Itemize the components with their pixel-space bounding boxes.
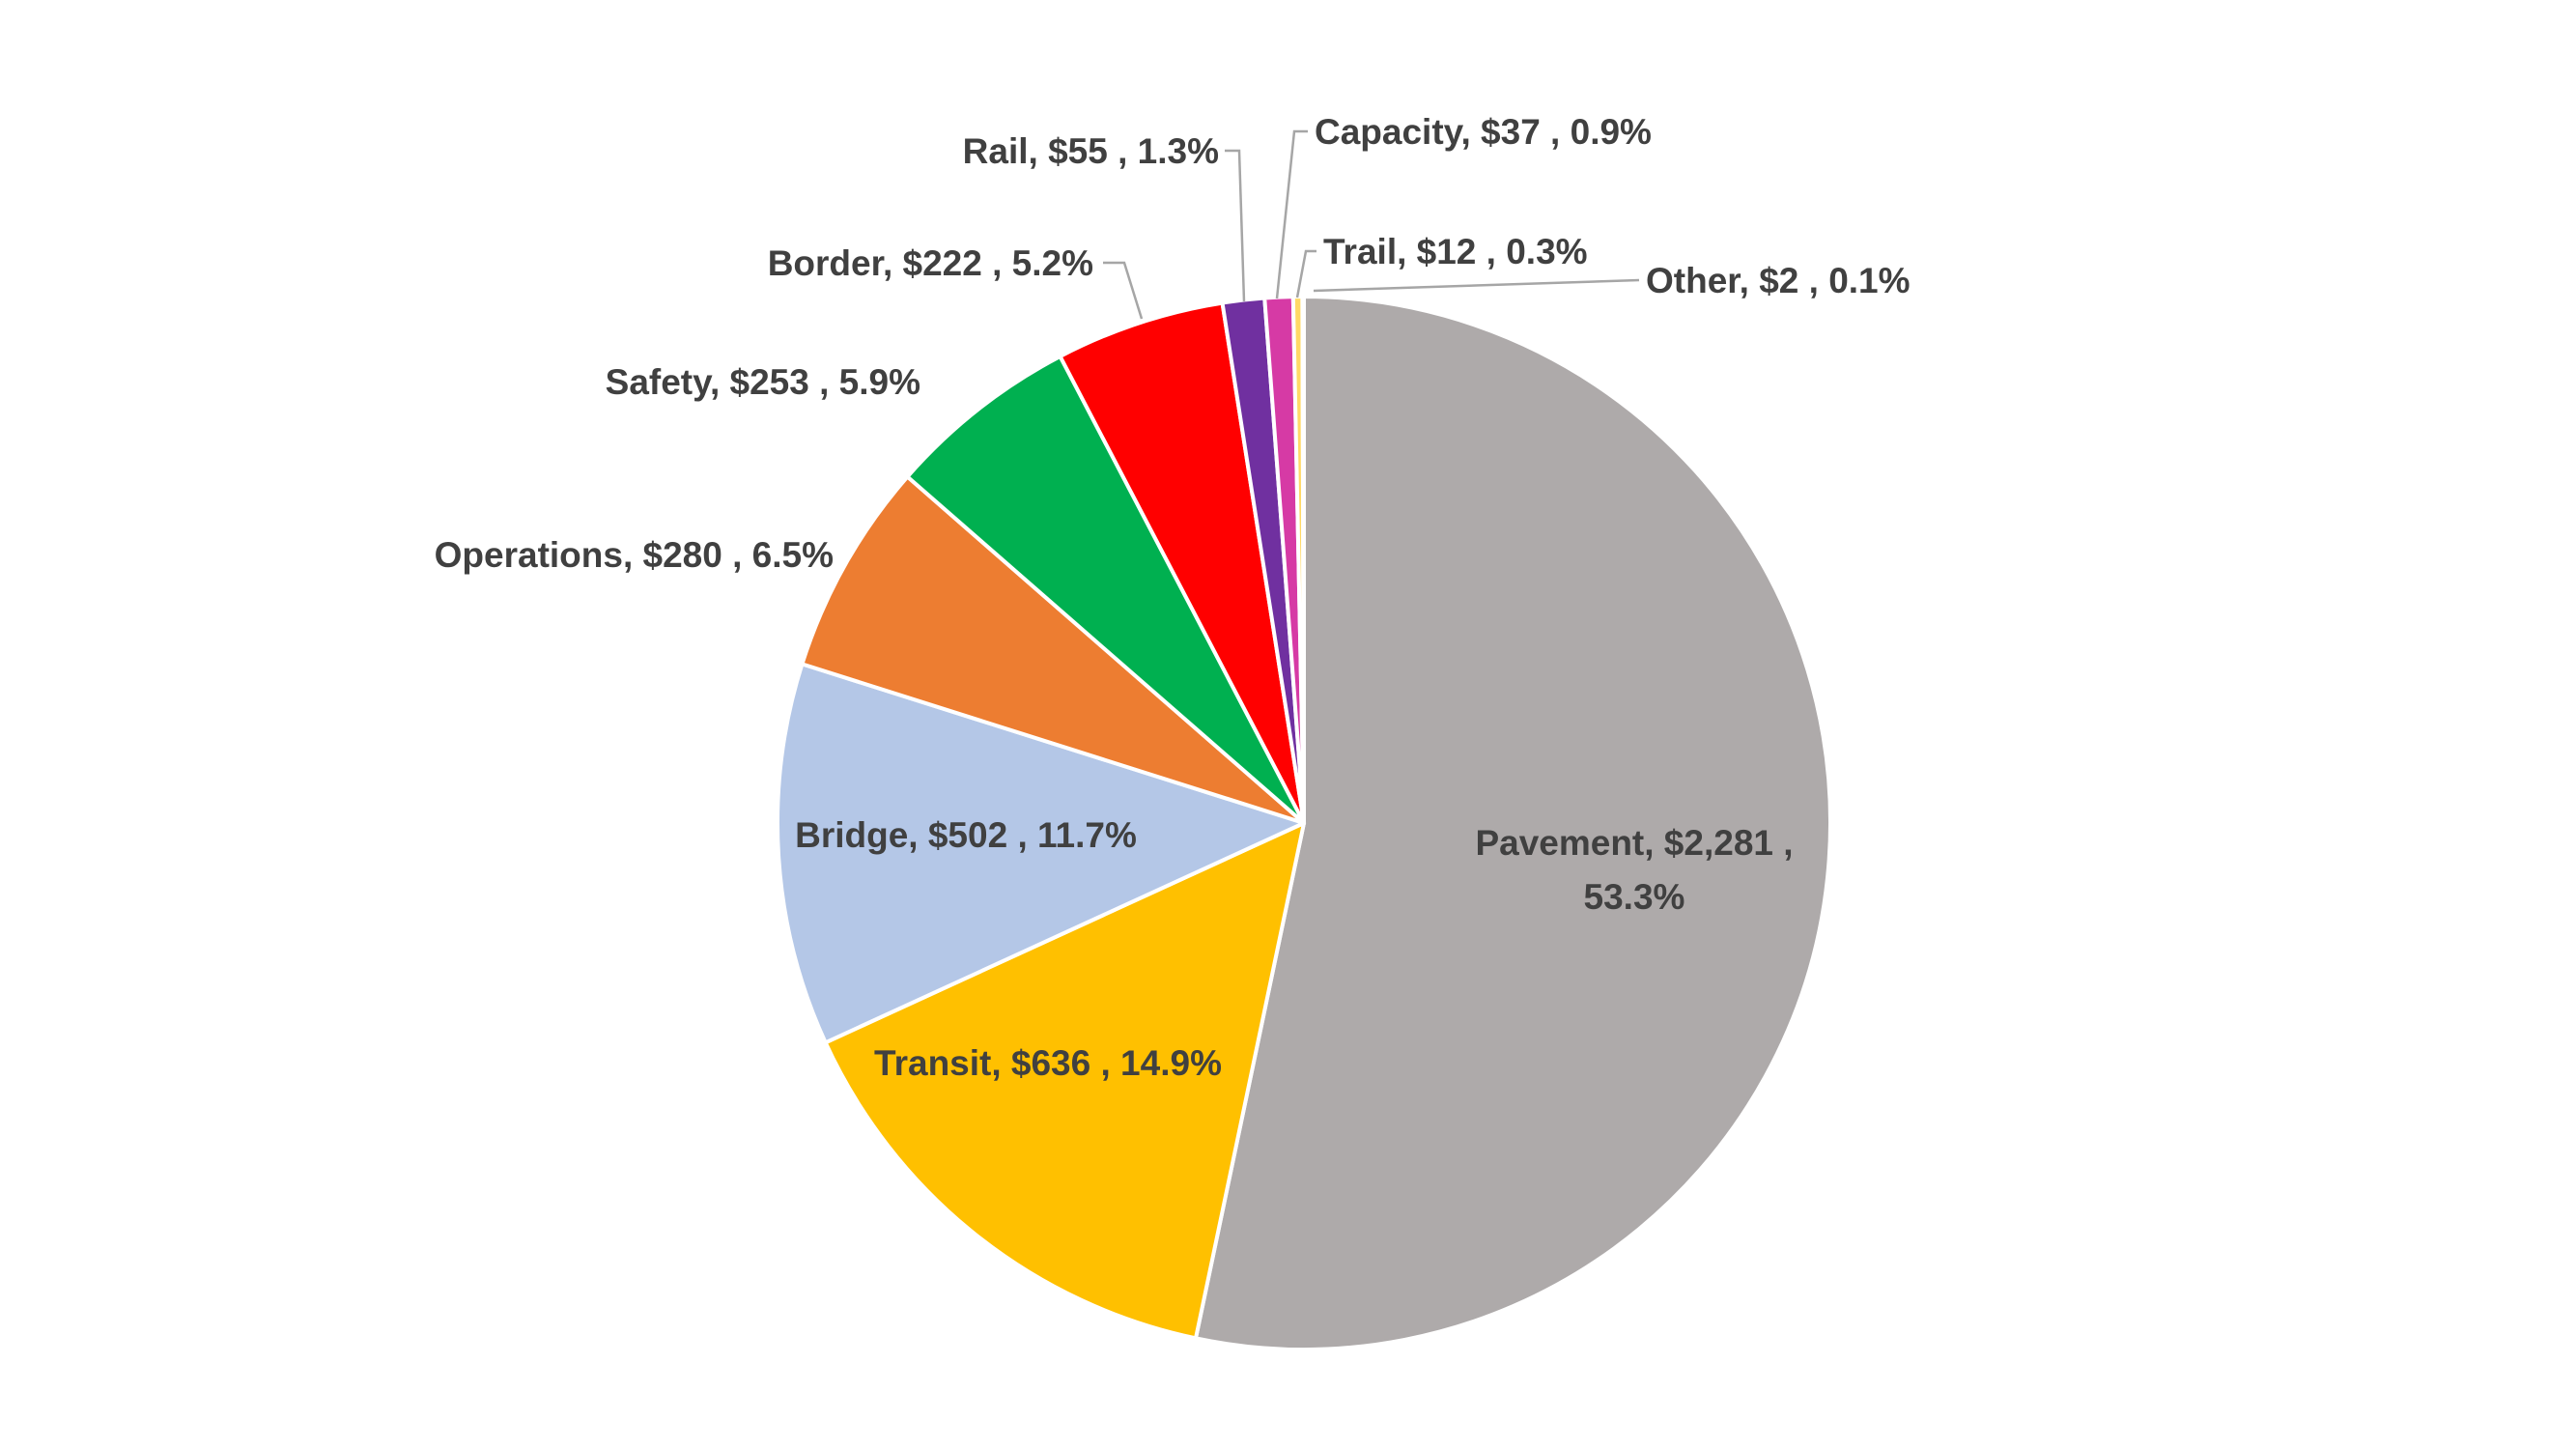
data-label-transit: Transit, $636 , 14.9%	[874, 1043, 1222, 1083]
leader-line-other	[1313, 278, 1640, 293]
pie-slice-bridge	[776, 662, 1306, 1045]
leader-line-trail	[1295, 249, 1316, 298]
data-label-operations: Operations, $280 , 6.5%	[435, 535, 834, 575]
pie-slice-border	[1058, 300, 1306, 825]
leader-line-border	[1103, 261, 1144, 320]
data-label-capacity: Capacity, $37 , 0.9%	[1315, 112, 1652, 152]
pie-slice-pavement	[1193, 295, 1832, 1351]
data-label-other: Other, $2 , 0.1%	[1646, 261, 1911, 300]
data-labels: Pavement, $2,281 , 53.3% Transit, $636 , 1…	[435, 112, 1911, 1083]
leader-lines	[1103, 129, 1640, 320]
data-label-safety: Safety, $253 , 5.9%	[606, 362, 920, 402]
leader-line-capacity	[1275, 129, 1308, 299]
data-label-border: Border, $222 , 5.2%	[768, 243, 1093, 283]
pie-slice-safety	[905, 354, 1306, 825]
leader-line-rail	[1225, 149, 1246, 302]
data-label-bridge: Bridge, $502 , 11.7%	[795, 815, 1137, 855]
data-label-pavement: Pavement, $2,281 , 53.3%	[1475, 823, 1793, 917]
pie-slices	[776, 294, 1832, 1351]
pie-slice-transit	[823, 821, 1306, 1341]
data-label-rail: Rail, $55 , 1.3%	[963, 131, 1219, 171]
pie-slice-operations	[800, 474, 1306, 825]
data-label-trail: Trail, $12 , 0.3%	[1323, 232, 1588, 271]
pie-slice-other	[1300, 294, 1306, 825]
